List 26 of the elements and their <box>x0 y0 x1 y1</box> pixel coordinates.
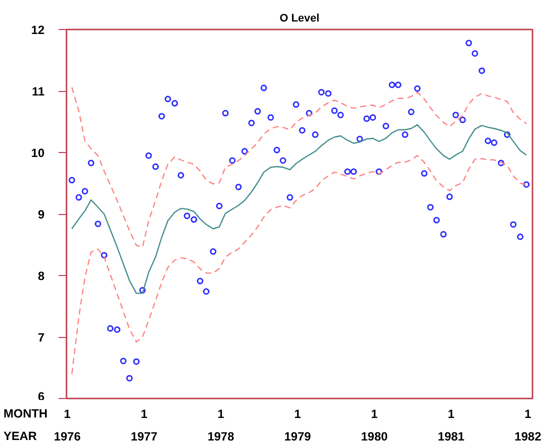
x-tick-label: 1978 <box>207 429 234 444</box>
text: 1 <box>217 406 224 421</box>
y-tick-label: 7 <box>38 330 45 344</box>
text: 1 <box>371 406 378 421</box>
chart-title: O Level <box>280 12 320 24</box>
x-tick-label: 1981 <box>438 429 465 444</box>
x-tick-label: 1976 <box>54 429 81 444</box>
line-series <box>71 154 527 374</box>
x-tick-label: 1982 <box>514 429 542 444</box>
text: 1 <box>140 406 148 421</box>
x-tick-label: 1977 <box>130 429 158 444</box>
text: 1 <box>524 406 532 421</box>
line-series <box>71 124 527 294</box>
y-tick-label: 10 <box>31 146 45 160</box>
x-tick-label: 1980 <box>361 429 388 444</box>
text: 1 <box>448 406 455 421</box>
text: MONTH <box>4 406 48 420</box>
text: 1 <box>294 406 302 421</box>
x-tick-label: 1979 <box>284 429 312 444</box>
line-series <box>71 86 527 248</box>
y-tick-label: 9 <box>38 208 45 222</box>
text: YEAR <box>4 428 38 443</box>
y-tick-label: 8 <box>38 269 45 283</box>
y-tick-label: 12 <box>31 23 45 37</box>
y-tick-label: 11 <box>32 84 45 98</box>
text: 1 <box>64 406 71 421</box>
